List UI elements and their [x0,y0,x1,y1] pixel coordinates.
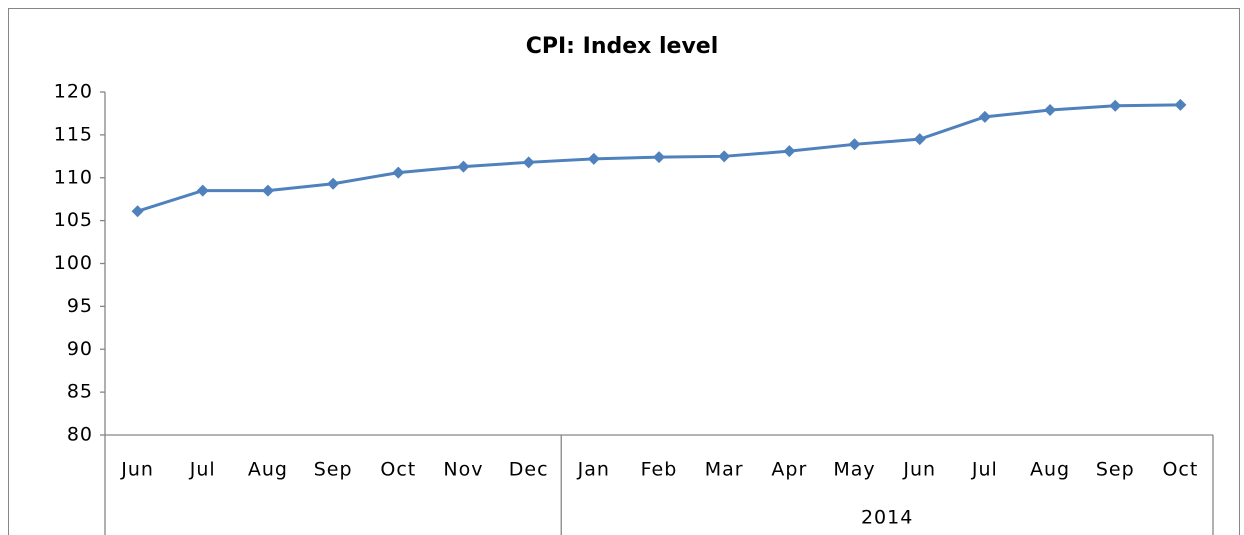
y-tick-label: 80 [67,424,93,446]
marker [196,184,209,197]
marker [392,166,405,179]
y-tick-label: 110 [54,166,93,188]
x-tick-label: Jun [120,459,154,481]
y-tick-label: 100 [54,252,93,274]
marker [978,110,991,123]
marker [913,133,926,146]
marker [1044,104,1057,117]
x-tick-label: Apr [771,459,807,481]
x-tick-label: Jun [902,459,936,481]
x-tick-label: Jul [971,459,998,481]
x-tick-label: May [833,459,875,481]
y-tick-label: 105 [54,209,93,231]
x-tick-label: Aug [248,459,288,481]
group-label: 2014 [861,507,913,529]
x-tick-label: Nov [443,459,483,481]
marker [1174,98,1187,111]
x-tick-label: Aug [1030,459,1070,481]
x-tick-label: Feb [641,459,678,481]
marker [522,156,535,169]
marker [848,138,861,151]
x-tick-label: Sep [314,459,353,481]
x-tick-label: Dec [509,459,549,481]
marker [261,184,274,197]
x-tick-label: Oct [380,459,416,481]
marker [457,160,470,173]
marker [783,145,796,158]
y-tick-label: 115 [54,123,93,145]
x-tick-label: Sep [1096,459,1135,481]
marker [327,177,340,190]
chart-frame [8,8,1240,535]
x-tick-label: Oct [1162,459,1198,481]
y-tick-label: 90 [67,338,93,360]
marker [131,205,144,218]
marker [653,151,665,164]
y-tick-label: 120 [54,81,93,103]
marker [718,150,731,163]
x-tick-label: Mar [705,459,744,481]
chart-title: CPI: Index level [526,34,719,59]
x-tick-label: Jul [189,459,216,481]
y-tick-label: 85 [67,381,93,403]
y-tick-label: 95 [67,295,93,317]
x-tick-label: Jan [577,459,610,481]
marker [587,152,600,165]
marker [1109,99,1122,112]
